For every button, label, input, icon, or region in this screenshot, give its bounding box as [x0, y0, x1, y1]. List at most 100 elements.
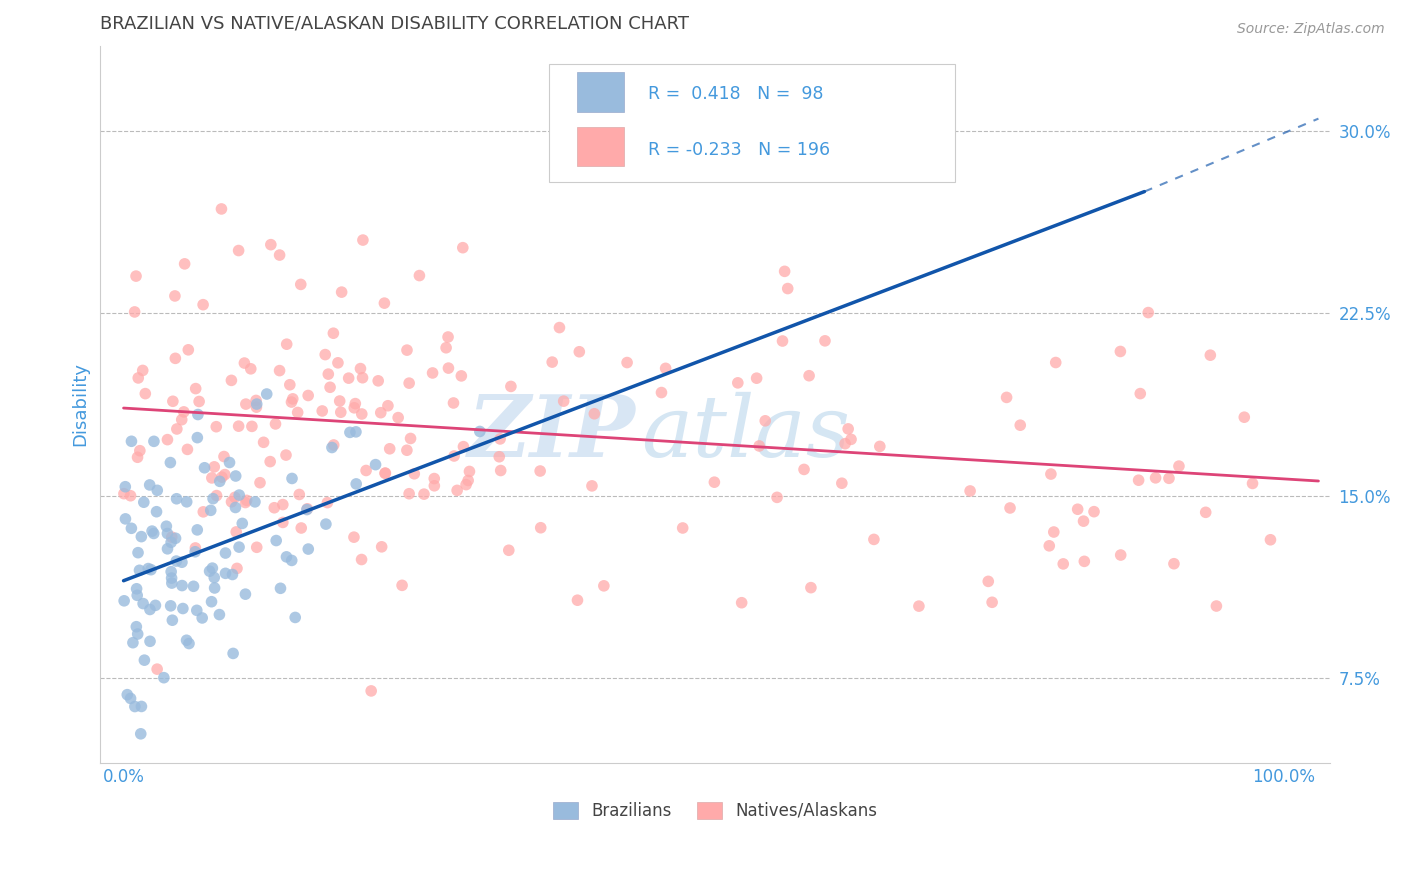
Point [252, 435, 274, 450]
Point [205, 419, 228, 434]
Point [120, 521, 142, 535]
Point [998, 500, 1021, 515]
Point [370, 540, 392, 554]
Point [200, 503, 222, 517]
Point [127, 627, 149, 641]
Point [800, 581, 823, 595]
Point [814, 334, 837, 348]
Text: atlas: atlas [641, 392, 851, 475]
Point [281, 471, 304, 485]
Point [193, 505, 215, 519]
Point [159, 456, 181, 470]
Point [553, 394, 575, 409]
Point [583, 407, 606, 421]
Point [395, 443, 418, 458]
Point [134, 653, 156, 667]
Point [339, 425, 361, 440]
Point [489, 463, 512, 477]
Point [977, 574, 1000, 589]
Point [529, 464, 551, 478]
Point [259, 454, 281, 468]
Point [243, 495, 266, 509]
Point [315, 517, 337, 532]
Point [290, 521, 312, 535]
Point [142, 434, 165, 449]
Point [221, 567, 243, 582]
Point [1073, 514, 1095, 528]
Point [139, 563, 162, 577]
Point [127, 588, 149, 602]
Point [183, 579, 205, 593]
Point [451, 241, 474, 255]
Point [1045, 355, 1067, 369]
Point [117, 688, 139, 702]
Point [839, 433, 862, 447]
Point [1241, 476, 1264, 491]
Point [290, 277, 312, 292]
Point [349, 361, 371, 376]
Point [269, 248, 291, 262]
Point [165, 351, 187, 366]
Point [198, 564, 221, 578]
Point [834, 436, 856, 450]
Point [354, 463, 377, 477]
Point [316, 495, 339, 509]
Point [908, 599, 931, 614]
Point [360, 684, 382, 698]
Point [541, 355, 564, 369]
Legend: Brazilians, Natives/Alaskans: Brazilians, Natives/Alaskans [547, 795, 884, 827]
Point [233, 356, 256, 370]
Point [201, 471, 224, 485]
Point [1137, 305, 1160, 319]
Point [831, 476, 853, 491]
Point [370, 406, 392, 420]
Point [395, 343, 418, 358]
Point [159, 599, 181, 613]
Point [114, 512, 136, 526]
Point [1260, 533, 1282, 547]
Point [295, 502, 318, 516]
Point [745, 371, 768, 385]
Point [170, 578, 193, 592]
Point [160, 530, 183, 544]
Point [271, 516, 294, 530]
Point [246, 541, 269, 555]
Point [754, 414, 776, 428]
Text: R = -0.233   N = 196: R = -0.233 N = 196 [648, 141, 830, 159]
Point [797, 368, 820, 383]
Point [297, 388, 319, 402]
Point [235, 495, 257, 509]
Point [264, 417, 287, 431]
Point [125, 620, 148, 634]
Point [311, 404, 333, 418]
Point [228, 488, 250, 502]
Point [1195, 505, 1218, 519]
Point [184, 382, 207, 396]
Point [350, 552, 373, 566]
Point [446, 483, 468, 498]
Point [221, 373, 243, 387]
Point [208, 607, 231, 622]
Point [297, 542, 319, 557]
Point [160, 571, 183, 585]
Point [120, 691, 142, 706]
Point [132, 597, 155, 611]
Point [141, 524, 163, 538]
Point [343, 530, 366, 544]
Point [156, 433, 179, 447]
Point [350, 407, 373, 421]
Point [453, 440, 475, 454]
Point [443, 396, 465, 410]
Point [468, 425, 491, 439]
Point [214, 566, 236, 581]
Point [319, 380, 342, 394]
Point [221, 495, 243, 509]
Point [128, 443, 150, 458]
Point [398, 487, 420, 501]
Point [201, 561, 224, 575]
Point [352, 370, 374, 384]
Point [1038, 539, 1060, 553]
Point [287, 405, 309, 419]
Point [280, 553, 302, 567]
Point [568, 344, 591, 359]
